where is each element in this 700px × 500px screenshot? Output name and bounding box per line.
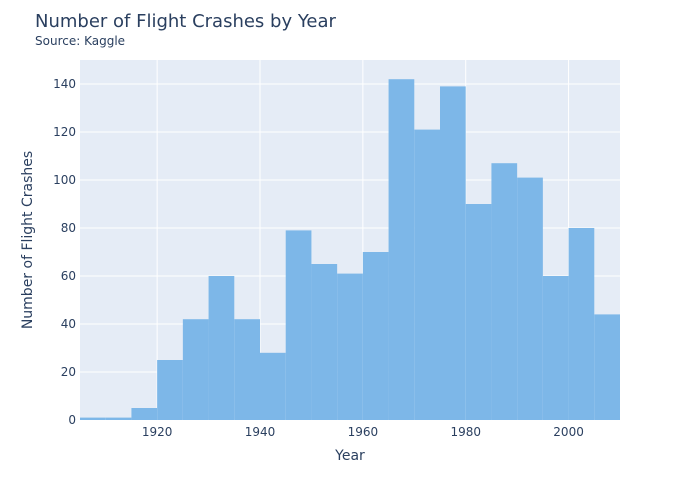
histogram-bar [285, 230, 312, 420]
histogram-bar [517, 177, 543, 420]
y-tick-label: 120 [53, 125, 76, 139]
histogram-bar [491, 163, 518, 420]
histogram-bar [362, 252, 389, 420]
histogram-bar [388, 79, 415, 420]
histogram-bar [260, 352, 286, 420]
x-tick-label: 1940 [245, 425, 276, 439]
y-axis-ticks: 0 20 40 60 80 100 120 140 [53, 77, 76, 427]
y-tick-label: 140 [53, 77, 76, 91]
y-tick-label: 60 [61, 269, 76, 283]
histogram-bar [234, 319, 260, 420]
x-tick-label: 2000 [553, 425, 584, 439]
chart-title: Number of Flight Crashes by Year [35, 11, 336, 32]
chart-subtitle: Source: Kaggle [35, 34, 126, 48]
x-tick-label: 1960 [348, 425, 379, 439]
x-tick-label: 1980 [450, 425, 481, 439]
y-tick-label: 100 [53, 173, 76, 187]
y-tick-label: 20 [61, 365, 76, 379]
histogram-bar [208, 276, 235, 420]
x-axis-ticks: 1920 1940 1960 1980 2000 [142, 425, 584, 439]
histogram-bar [542, 276, 569, 420]
histogram-bar [337, 273, 363, 420]
histogram-bar [594, 314, 620, 420]
y-tick-label: 0 [68, 413, 76, 427]
histogram-bar [465, 204, 492, 420]
histogram-bar [80, 417, 106, 420]
bars [80, 79, 620, 421]
y-axis-title: Number of Flight Crashes [20, 151, 36, 329]
histogram-bar [157, 360, 183, 420]
x-axis-title: Year [334, 448, 365, 464]
histogram-bar [131, 408, 158, 420]
x-tick-label: 1920 [142, 425, 173, 439]
histogram-bar [182, 319, 209, 420]
histogram-bar [440, 86, 466, 421]
histogram-bar [414, 129, 440, 420]
y-tick-label: 80 [61, 221, 76, 235]
y-tick-label: 40 [61, 317, 76, 331]
histogram-bar [105, 417, 132, 420]
histogram-bar [311, 264, 338, 420]
histogram-bar [568, 228, 595, 420]
